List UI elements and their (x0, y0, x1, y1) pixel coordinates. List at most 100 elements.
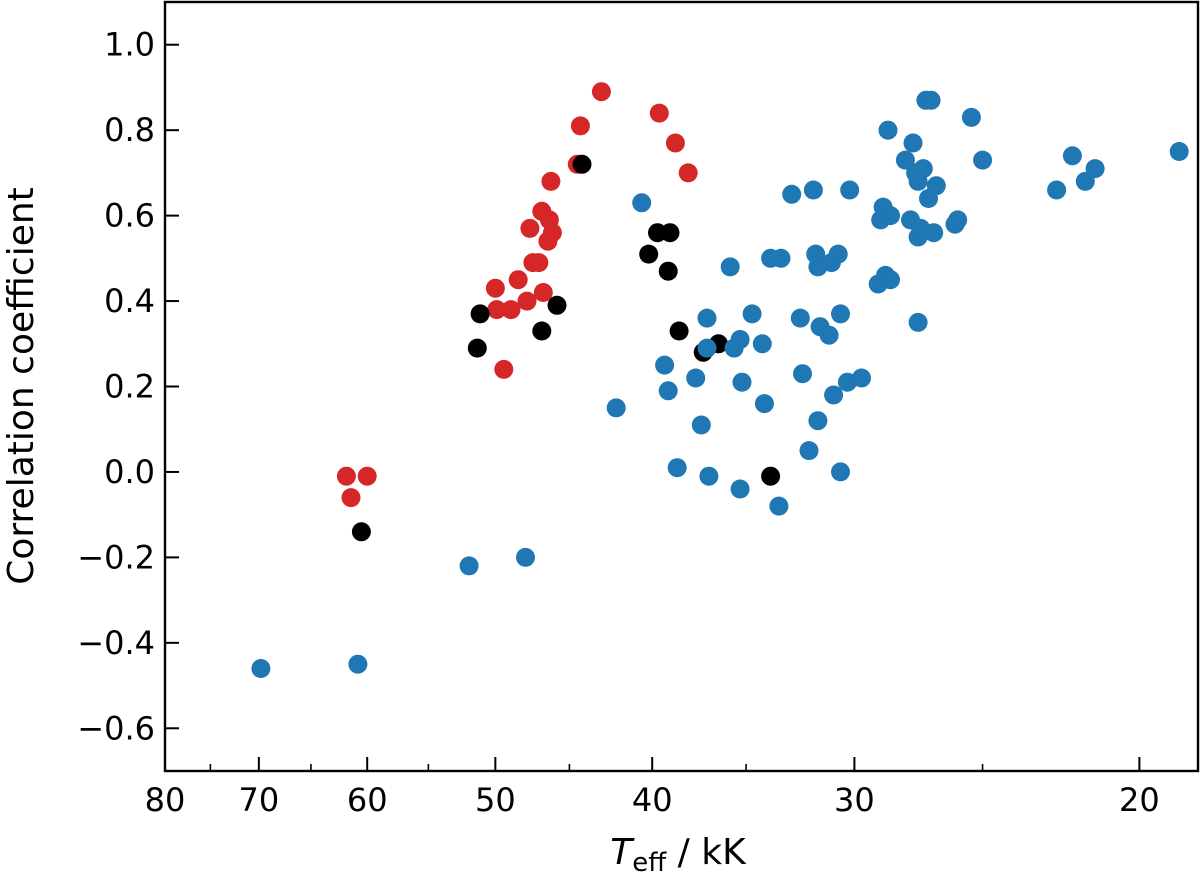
data-point-red (591, 82, 611, 102)
data-point-blue (973, 150, 993, 170)
data-point-blue (516, 547, 535, 567)
data-point-red (341, 488, 361, 508)
data-point-black (572, 154, 592, 174)
data-point-red (508, 270, 528, 290)
data-point-red (485, 278, 505, 298)
data-point-blue (691, 415, 711, 435)
data-point-black (532, 321, 552, 341)
data-point-red (541, 171, 561, 191)
data-point-blue (754, 394, 774, 414)
data-point-red (487, 300, 507, 320)
plot-frame (163, 0, 1200, 773)
x-tick-label: 40 (632, 781, 673, 819)
data-point-red (520, 218, 540, 238)
data-point-red (494, 359, 514, 379)
data-point-blue (903, 133, 923, 153)
data-point-blue (793, 364, 812, 384)
data-point-blue (348, 654, 368, 674)
data-point-blue (771, 248, 791, 268)
data-point-red (529, 253, 549, 273)
data-point-blue (742, 304, 762, 324)
data-point-red (501, 300, 521, 320)
data-point-black (669, 321, 689, 341)
data-point-red (649, 103, 669, 123)
data-point-blue (924, 223, 944, 243)
data-point-blue (948, 210, 968, 230)
data-point-blue (769, 496, 789, 516)
data-point-blue (921, 90, 941, 110)
x-axis-label: Teff / kK (610, 832, 747, 875)
data-point-blue (840, 180, 860, 200)
x-tick-label: 30 (834, 781, 875, 819)
data-point-blue (632, 193, 652, 213)
y-tick-label: −0.4 (77, 624, 155, 662)
data-point-red (538, 231, 558, 251)
data-point-blue (808, 411, 828, 431)
data-point-blue (1169, 142, 1189, 161)
data-point-blue (697, 338, 717, 358)
data-point-black (547, 295, 567, 315)
data-point-black (470, 304, 490, 324)
y-axis-ticks: 1.0 0.8 0.6 0.4 0.2 0.0 −0.2 −0.4 −0.6 (77, 26, 179, 747)
data-point-blue (831, 304, 850, 324)
data-point-blue (1047, 180, 1067, 200)
x-tick-label: 60 (347, 781, 388, 819)
data-point-blue (878, 120, 898, 140)
x-axis-label-unit: / kK (666, 832, 747, 873)
x-axis-label-subscript: eff (632, 848, 667, 875)
data-point-blue (1062, 146, 1082, 166)
y-tick-label: 0.8 (104, 111, 155, 149)
data-point-blue (1085, 159, 1105, 179)
data-point-black (467, 338, 487, 358)
y-tick-label: 0.0 (104, 453, 155, 491)
data-point-blue (730, 330, 750, 349)
data-points (251, 82, 1189, 678)
data-point-blue (655, 355, 675, 375)
data-point-blue (782, 184, 802, 204)
data-point-blue (251, 659, 271, 678)
data-point-blue (752, 334, 772, 354)
data-point-blue (926, 176, 946, 196)
data-point-blue (730, 479, 750, 499)
data-point-red (665, 133, 685, 153)
data-point-blue (908, 312, 928, 332)
y-tick-label: 0.4 (104, 282, 155, 320)
data-point-blue (606, 398, 626, 418)
y-tick-label: 0.2 (104, 368, 155, 406)
y-axis-label: Correlation coefficient (1, 187, 42, 585)
data-point-blue (1075, 171, 1095, 191)
data-point-red (678, 163, 698, 183)
data-point-blue (799, 441, 819, 461)
x-tick-label: 70 (238, 781, 279, 819)
x-tick-label: 20 (1119, 781, 1160, 819)
data-point-blue (459, 556, 479, 576)
data-point-blue (790, 308, 810, 328)
data-point-blue (828, 244, 848, 264)
data-point-blue (961, 107, 981, 127)
data-point-blue (895, 150, 915, 170)
data-point-blue (667, 458, 687, 478)
data-point-red (336, 466, 356, 486)
data-point-blue (697, 308, 717, 328)
data-point-blue (913, 159, 933, 179)
data-point-blue (720, 257, 740, 277)
data-point-blue (732, 372, 752, 392)
x-tick-label: 80 (145, 781, 186, 819)
x-axis-label-symbol: T (610, 832, 635, 873)
data-point-red (570, 116, 590, 136)
data-point-blue (686, 368, 706, 388)
data-point-blue (819, 325, 839, 345)
data-point-blue (852, 368, 871, 388)
y-tick-label: −0.2 (77, 538, 155, 576)
data-point-black (761, 466, 781, 486)
x-tick-label: 50 (475, 781, 516, 819)
data-point-blue (658, 381, 678, 401)
data-point-blue (881, 270, 900, 290)
data-point-red (517, 291, 537, 311)
data-point-black (639, 244, 659, 264)
y-tick-label: 1.0 (104, 26, 155, 64)
data-point-black (351, 522, 371, 542)
data-point-black (658, 261, 678, 281)
data-point-blue (699, 466, 719, 486)
data-point-blue (824, 385, 844, 405)
